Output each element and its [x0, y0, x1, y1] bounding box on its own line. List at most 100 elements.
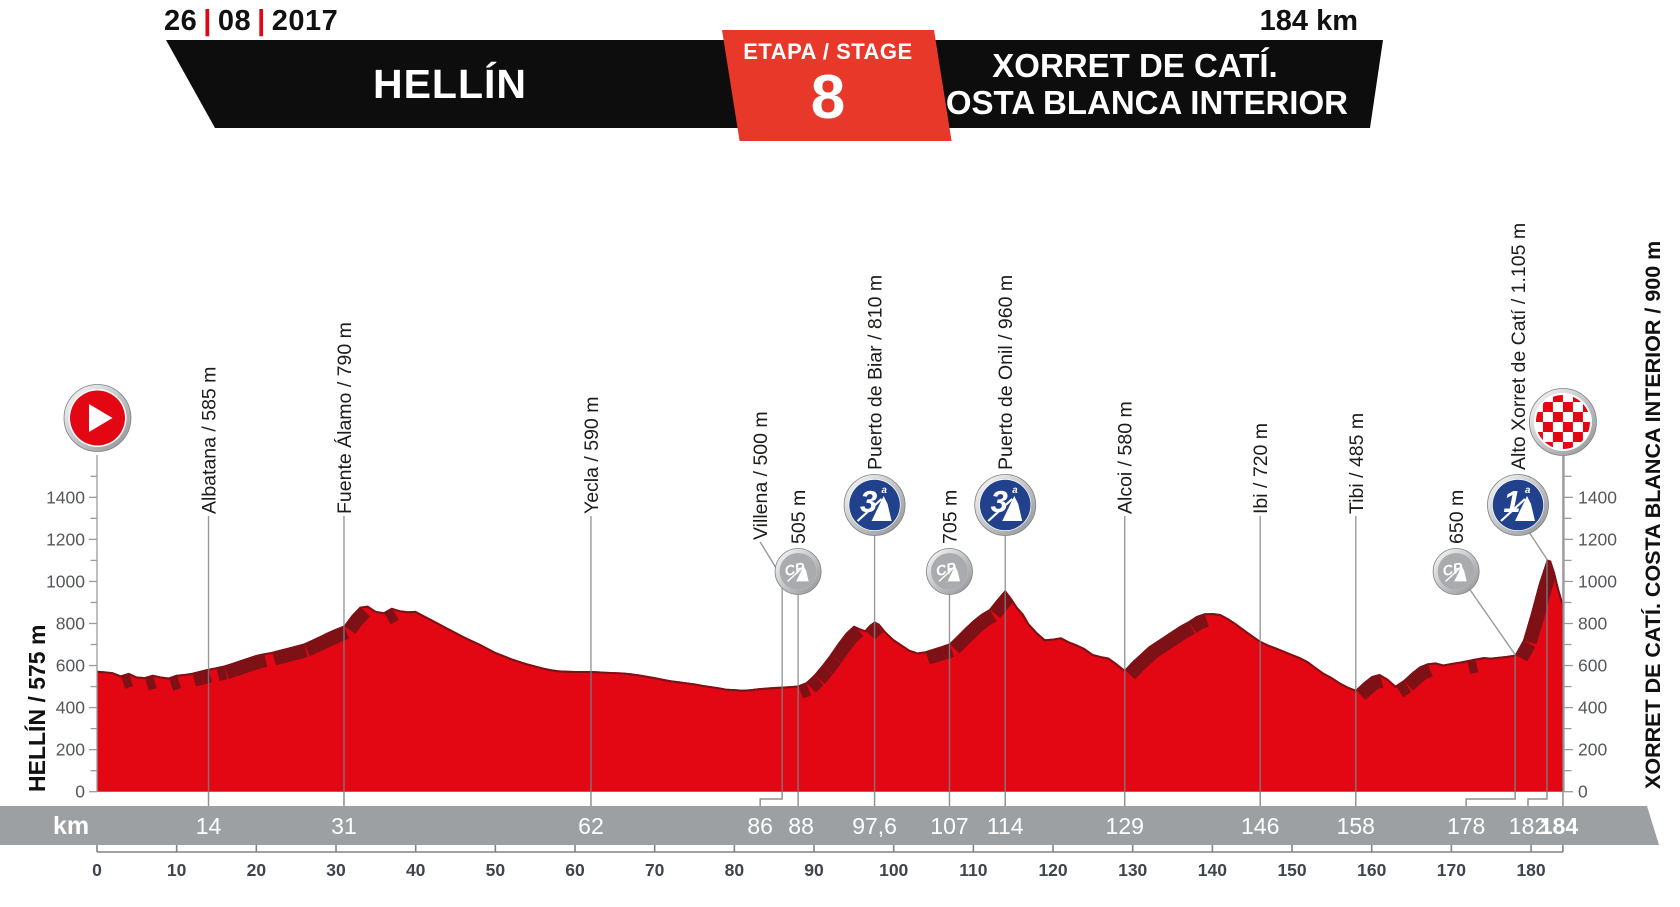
- checkpoint-icon: CP: [926, 548, 973, 595]
- ruler-tick-label: 30: [326, 860, 346, 880]
- checkpoint-label: 705 m: [939, 490, 961, 544]
- ruler-tick-label: 40: [406, 860, 426, 880]
- ruler-tick-label: 10: [167, 860, 187, 880]
- km-line-86: [759, 686, 783, 806]
- km-bar-value: 182: [1509, 813, 1547, 839]
- ruler-tick-label: 70: [645, 860, 665, 880]
- km-bar-value: 86: [747, 813, 773, 839]
- y-tick-label-left: 1200: [46, 529, 85, 549]
- start-icon: [63, 384, 132, 452]
- ruler-tick-label: 60: [565, 860, 585, 880]
- y-tick-label-right: 800: [1578, 613, 1607, 633]
- town-label: Alcoi / 580 m: [1115, 401, 1137, 514]
- km-bar-value: 88: [788, 813, 814, 839]
- finish-town-name: XORRET DE CATÍ. COSTA BLANCA INTERIOR: [922, 47, 1348, 121]
- start-axis-label: HELLÍN / 575 m: [23, 625, 50, 792]
- mountain-icon: [871, 496, 892, 521]
- town-label: Yecla / 590 m: [581, 397, 603, 514]
- distance-ruler: 0 10 20 30 40 50 60 70 80 90 100 110 120 130 140 150 160…: [92, 845, 1564, 880]
- climb-category-number: 3: [991, 484, 1008, 519]
- checkpoint-label: 650 m: [1446, 490, 1468, 544]
- km-bar-value: 31: [331, 813, 357, 839]
- climb-category-ordinal: ª: [881, 485, 887, 502]
- climb-category-ordinal: ª: [1524, 485, 1530, 502]
- km-line-178: [1465, 654, 1516, 806]
- km-bar-value: 97,6: [852, 813, 897, 839]
- checkered-flag-icon: [1534, 394, 1591, 450]
- finish-axis-label: XORRET DE CATÍ. COSTA BLANCA INTERIOR / …: [1640, 241, 1665, 789]
- mountain-icon: [796, 565, 809, 582]
- km-bar-value: 184: [1540, 813, 1579, 839]
- y-tick-label-right: 1000: [1578, 571, 1617, 591]
- ruler-tick-label: 0: [92, 860, 102, 880]
- ruler-tick-label: 80: [725, 860, 745, 880]
- town-label: Tibi / 485 m: [1346, 413, 1368, 514]
- y-tick-label-left: 1400: [46, 487, 85, 507]
- km-bar-value: 107: [930, 813, 968, 839]
- y-tick-label-right: 1400: [1578, 487, 1617, 507]
- play-icon: [89, 404, 113, 432]
- climb-category-ordinal: ª: [1011, 485, 1017, 502]
- start-town-name: HELLÍN: [372, 61, 528, 107]
- ruler-tick-label: 170: [1437, 860, 1466, 880]
- ruler-tick-label: 120: [1038, 860, 1067, 880]
- y-tick-label-left: 1000: [46, 571, 85, 591]
- finish-name-line2: COSTA BLANCA INTERIOR: [922, 84, 1348, 121]
- km-marker-lines: [207, 559, 1564, 806]
- y-tick-label-left: 600: [56, 656, 85, 676]
- total-distance: 184 km: [1259, 5, 1358, 37]
- ruler-tick-label: 130: [1118, 860, 1147, 880]
- ruler-tick-label: 90: [804, 860, 824, 880]
- ruler-tick-label: 180: [1516, 860, 1545, 880]
- climb-category-number: 3: [860, 484, 877, 519]
- km-line-182: [1527, 559, 1548, 806]
- town-label: Fuente Álamo / 790 m: [333, 322, 356, 514]
- km-bar-value: 62: [578, 813, 604, 839]
- y-tick-label-left: 800: [56, 613, 85, 633]
- date-separator: |: [257, 5, 266, 37]
- date-month: 08: [217, 5, 252, 37]
- ruler-tick-label: 140: [1198, 860, 1227, 880]
- mountain-icon: [1454, 565, 1467, 582]
- y-tick-label-left: 200: [56, 740, 85, 760]
- elevation-profile: [97, 559, 1563, 792]
- ruler-tick-label: 50: [486, 860, 506, 880]
- km-bar-value: 158: [1337, 813, 1375, 839]
- mountain-icon: [947, 565, 961, 582]
- date-separator: |: [203, 5, 212, 37]
- checkpoint-icon: CP: [774, 548, 822, 595]
- date-day: 26: [164, 5, 198, 37]
- y-tick-label-right: 0: [1578, 782, 1588, 802]
- stage-number: 8: [810, 63, 846, 132]
- y-tick-label-right: 600: [1578, 656, 1607, 676]
- town-label: Ibi / 720 m: [1250, 423, 1272, 514]
- y-tick-label-left: 0: [75, 782, 85, 802]
- climb-marker-line: [1528, 531, 1548, 560]
- ruler-tick-label: 20: [247, 860, 267, 880]
- y-tick-label-right: 400: [1578, 698, 1607, 718]
- climb-category-number: 1: [1503, 484, 1520, 519]
- ruler-tick-label: 150: [1277, 860, 1306, 880]
- km-bar-band: [0, 806, 1659, 845]
- checkpoint-label: 505 m: [788, 490, 810, 544]
- ruler-tick-label: 160: [1357, 860, 1386, 880]
- ruler-tick-label: 110: [959, 860, 987, 880]
- y-tick-label-left: 400: [56, 698, 85, 718]
- stage-label: ETAPA / STAGE: [743, 39, 913, 64]
- finish-name-line1: XORRET DE CATÍ.: [992, 47, 1278, 84]
- km-bar-value: 129: [1106, 813, 1144, 839]
- km-bar-value: 146: [1241, 813, 1279, 839]
- y-tick-label-right: 200: [1578, 740, 1607, 760]
- y-tick-label-right: 1200: [1578, 529, 1617, 549]
- date-year: 2017: [271, 5, 339, 37]
- checkpoint-icon: CP: [1432, 548, 1480, 595]
- town-label: Villena / 500 m: [750, 411, 772, 540]
- km-bar-value: 178: [1447, 813, 1485, 839]
- km-bar-value: 114: [987, 813, 1024, 839]
- ruler-tick-label: 100: [879, 860, 908, 880]
